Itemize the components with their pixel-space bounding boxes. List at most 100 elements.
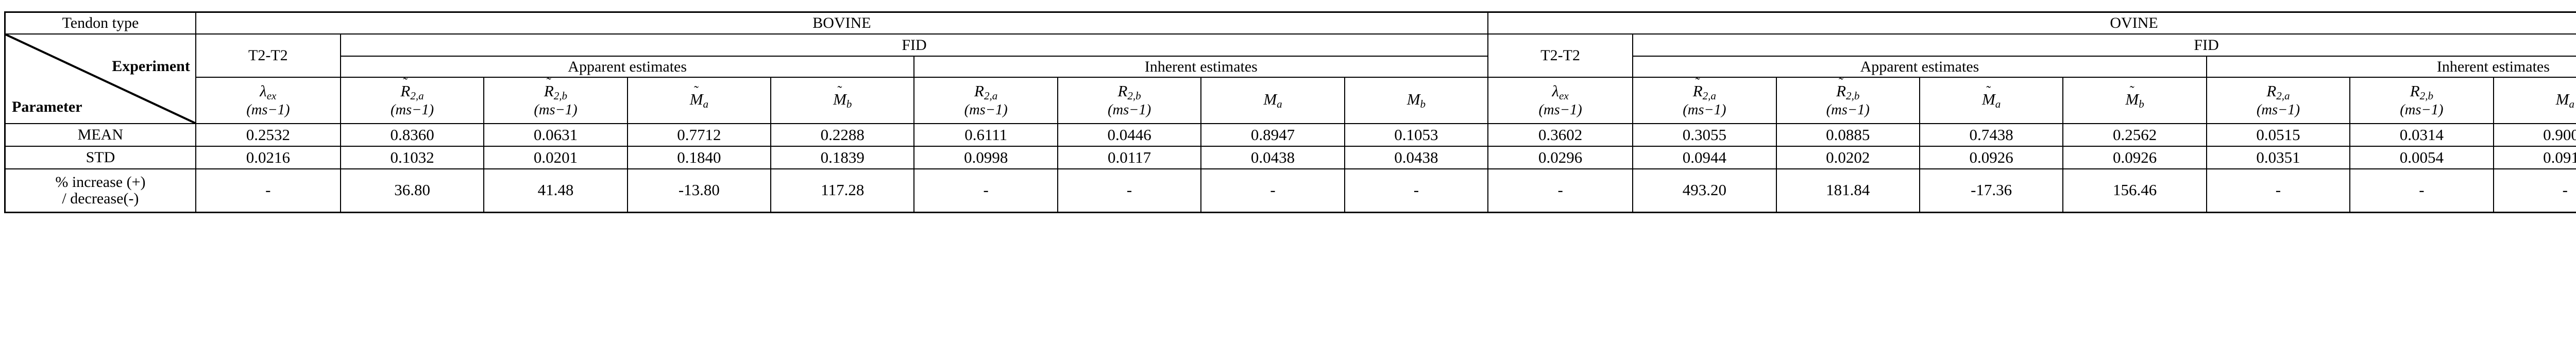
parameter-symbol: λex <box>1552 81 1569 102</box>
table-row-mean: MEAN 0.2532 0.8360 0.0631 0.7712 0.2288 0.6111… <box>4 123 2576 147</box>
data-cell: 0.1032 <box>340 146 485 169</box>
parameter-header-6: R2,b (ms−1) <box>1057 76 1202 125</box>
data-cell: 0.2562 <box>2062 123 2207 147</box>
data-cell: 0.7438 <box>1919 123 2064 147</box>
parameter-header-9: λex (ms−1) <box>1487 76 1634 125</box>
parameter-symbol: ˜ Mb <box>833 82 852 110</box>
parameter-symbol: ˜ R2,a <box>343 78 481 101</box>
data-cell: - <box>1487 168 1634 213</box>
data-cell: 36.80 <box>340 168 485 213</box>
parameter-symbol: R2,b <box>1117 81 1141 102</box>
parameter-header-15: R2,b (ms−1) <box>2349 76 2494 125</box>
parameter-symbol: ˜ R2,a <box>1635 78 1773 101</box>
data-cell: -13.80 <box>626 168 772 213</box>
data-cell: 117.28 <box>770 168 915 213</box>
data-cell: 0.0631 <box>483 123 628 147</box>
table-body: Tendon type BOVINE OVINE Experiment Para… <box>4 11 2576 213</box>
parameter-header-8: Mb <box>1344 76 1489 125</box>
parameter-units: (ms−1) <box>390 102 434 118</box>
data-cell: 0.0926 <box>2062 146 2207 169</box>
data-cell: - <box>2493 168 2576 213</box>
parameter-symbol: Ma <box>1263 90 1282 110</box>
data-cell: 0.0202 <box>1775 146 1920 169</box>
experiment-ovine-fid: FID <box>1632 33 2576 57</box>
data-cell: 0.2532 <box>195 123 341 147</box>
tilde-accent-icon: ˜ <box>2129 82 2134 98</box>
parameter-symbol: R2,a <box>974 81 998 102</box>
parameter-symbol: Ma <box>2555 90 2574 110</box>
row-label-line2: / decrease(-) <box>62 190 139 207</box>
data-cell: - <box>1200 168 1345 213</box>
parameter-units: (ms−1) <box>2400 102 2444 118</box>
data-cell: 0.0918 <box>2493 146 2576 169</box>
row-label-line1: % increase (+) <box>55 174 146 191</box>
tilde-accent-icon: ˜ <box>694 82 699 98</box>
data-cell: 41.48 <box>483 168 628 213</box>
tilde-accent-icon: ˜ <box>403 77 408 90</box>
data-cell: 0.0438 <box>1200 146 1345 169</box>
data-cell: 0.0926 <box>1919 146 2064 169</box>
parameter-header-0: λex (ms−1) <box>195 76 341 125</box>
data-cell: 0.0201 <box>483 146 628 169</box>
estimates-bovine-apparent: Apparent estimates <box>340 55 915 78</box>
parameter-units: (ms−1) <box>964 102 1008 118</box>
parameter-header-16: Ma <box>2493 76 2576 125</box>
row-label: MEAN <box>4 123 196 147</box>
experiment-bovine-t2t2: T2-T2 <box>195 33 341 78</box>
parameter-symbol: ˜ R2,b <box>1779 78 1917 101</box>
results-table-container: Tendon type BOVINE OVINE Experiment Para… <box>4 11 2576 213</box>
data-cell: 181.84 <box>1775 168 1920 213</box>
parameter-header-2: ˜ R2,b (ms−1) <box>483 76 628 125</box>
header-row-tendon-type: Tendon type BOVINE OVINE <box>4 11 2576 35</box>
parameter-header-14: R2,a (ms−1) <box>2206 76 2351 125</box>
data-cell: 156.46 <box>2062 168 2207 213</box>
estimates-ovine-apparent: Apparent estimates <box>1632 55 2207 78</box>
tilde-accent-icon: ˜ <box>837 82 842 98</box>
data-cell: 0.1839 <box>770 146 915 169</box>
data-cell: 0.1053 <box>1344 123 1489 147</box>
parameter-units: (ms−1) <box>2256 102 2300 118</box>
data-cell: 0.0446 <box>1057 123 1202 147</box>
data-cell: - <box>1344 168 1489 213</box>
estimates-ovine-inherent: Inherent estimates <box>2206 55 2576 78</box>
parameter-units: (ms−1) <box>1683 102 1726 118</box>
data-cell: 0.0296 <box>1487 146 1634 169</box>
parameter-units: (ms−1) <box>1107 102 1151 118</box>
data-cell: 0.8360 <box>340 123 485 147</box>
parameter-symbol: λex <box>260 81 277 102</box>
parameter-symbol: ˜ Mb <box>2125 82 2144 110</box>
data-cell: 0.0438 <box>1344 146 1489 169</box>
data-cell: 0.0216 <box>195 146 341 169</box>
data-cell: 0.9001 <box>2493 123 2576 147</box>
parameter-header-12: ˜ Ma <box>1919 76 2064 125</box>
table-row-std: STD 0.0216 0.1032 0.0201 0.1840 0.1839 0.0998 0… <box>4 146 2576 169</box>
data-cell: 0.1840 <box>626 146 772 169</box>
header-row-experiment: Experiment Parameter T2-T2 FID T2-T2 FID <box>4 33 2576 124</box>
data-cell: 0.0944 <box>1632 146 1777 169</box>
experiment-axis-label: Experiment <box>112 58 190 75</box>
data-cell: 0.0117 <box>1057 146 1202 169</box>
experiment-bovine-fid: FID <box>340 33 1489 57</box>
data-cell: 0.2288 <box>770 123 915 147</box>
parameter-symbol: ˜ Ma <box>689 82 709 110</box>
data-cell: 0.0054 <box>2349 146 2494 169</box>
parameter-header-13: ˜ Mb <box>2062 76 2207 125</box>
parameter-symbol: ˜ R2,b <box>486 78 624 101</box>
data-cell: 493.20 <box>1632 168 1777 213</box>
data-cell: -17.36 <box>1919 168 2064 213</box>
estimates-bovine-inherent: Inherent estimates <box>913 55 1489 78</box>
experiment-ovine-t2t2: T2-T2 <box>1487 33 1634 78</box>
data-cell: 0.3055 <box>1632 123 1777 147</box>
tilde-accent-icon: ˜ <box>1839 77 1844 90</box>
parameter-units: (ms−1) <box>1826 102 1870 118</box>
header-row-estimates: Apparent estimates Inherent estimates Ap… <box>5 55 2576 78</box>
tendon-type-header: Tendon type <box>4 11 196 35</box>
parameter-symbol: R2,a <box>2266 81 2290 102</box>
row-label: STD <box>4 146 196 169</box>
data-cell: - <box>2206 168 2351 213</box>
data-cell: 0.0515 <box>2206 123 2351 147</box>
tendon-group-ovine: OVINE <box>1487 11 2576 35</box>
parameter-symbol: R2,b <box>2410 81 2434 102</box>
results-table: Tendon type BOVINE OVINE Experiment Para… <box>4 11 2576 213</box>
parameter-header-11: ˜ R2,b (ms−1) <box>1775 76 1920 125</box>
